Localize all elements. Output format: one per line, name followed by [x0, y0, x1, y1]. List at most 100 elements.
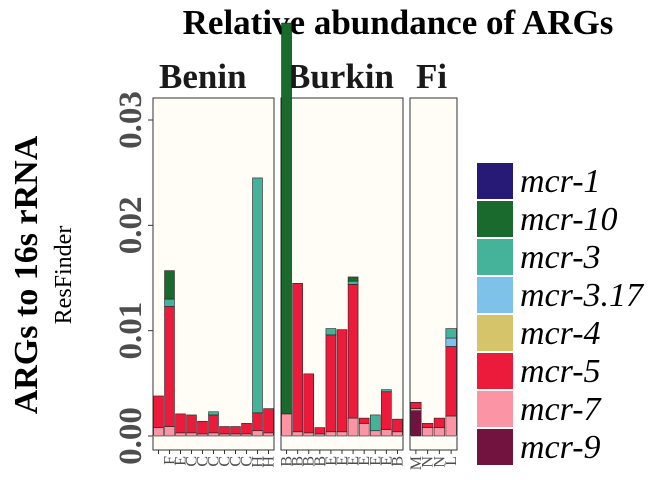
legend-label: mcr-1	[520, 163, 601, 200]
bar-segment-mcr-5	[381, 391, 392, 430]
bar-segment-mcr-3	[347, 280, 359, 285]
plot-area: 0.000.010.020.03BeninFECCCCCCHHBurkinBBB…	[113, 22, 460, 470]
bar	[314, 427, 326, 437]
legend-label: mcr-5	[520, 353, 601, 390]
legend-label: mcr-7	[520, 391, 603, 428]
bar-segment-mcr-5	[358, 417, 370, 424]
bar-segment-mcr-5	[314, 427, 326, 435]
bar	[358, 417, 370, 437]
bar	[369, 414, 381, 437]
bar-segment-mcr-5	[241, 423, 252, 435]
bar-segment-mcr-5	[303, 373, 315, 434]
legend-item-mcr-3.17: mcr-3.17	[477, 277, 645, 314]
x-tick-label: B	[279, 456, 296, 467]
bar-segment-mcr-3	[445, 328, 457, 339]
x-tick-label: H	[250, 456, 267, 468]
x-tick-label: C	[195, 456, 212, 467]
bar-segment-mcr-7	[292, 431, 303, 437]
bar	[433, 417, 445, 437]
bar-segment-mcr-5	[208, 414, 219, 434]
bar-segment-mcr-7	[252, 430, 263, 437]
bar	[303, 373, 315, 437]
bar-segment-mcr-7	[422, 427, 434, 437]
bar-segment-mcr-5	[392, 418, 403, 433]
legend-key	[477, 163, 513, 199]
x-tick-label: M	[408, 456, 425, 470]
bar	[422, 423, 434, 437]
bar-segment-mcr-5	[445, 346, 457, 417]
bar-segment-mcr-5	[252, 412, 263, 432]
legend-item-mcr-7: mcr-7	[477, 391, 603, 428]
bar-segment-mcr-5	[336, 329, 348, 433]
legend-label: mcr-4	[520, 315, 601, 352]
bar-segment-mcr-5	[433, 417, 445, 428]
bar-segment-mcr-5	[292, 282, 303, 433]
legend-key	[477, 277, 513, 313]
bar-segment-mcr-7	[208, 432, 219, 437]
legend-label: mcr-3.17	[520, 277, 645, 314]
bar-segment-mcr-5	[422, 423, 434, 428]
bar-segment-mcr-7	[281, 413, 292, 437]
bar	[175, 413, 186, 437]
bar	[281, 22, 292, 437]
chart-title: Relative abundance of ARGs	[183, 3, 614, 42]
x-tick-label: C	[228, 456, 245, 467]
x-tick-label: E	[367, 456, 384, 466]
legend-key	[477, 391, 513, 427]
bar-segment-mcr-3	[381, 389, 392, 393]
legend-key	[477, 201, 513, 237]
bar-segment-mcr-7	[175, 432, 186, 437]
x-tick-label: E	[378, 456, 395, 466]
legend-item-mcr-9: mcr-9	[477, 429, 601, 466]
bar-segment-mcr-7	[303, 432, 315, 437]
legend-key	[477, 353, 513, 389]
y-tick-label: 0.02	[113, 196, 149, 254]
bar-segment-mcr-5	[263, 408, 274, 434]
bar	[381, 389, 392, 437]
bar	[252, 177, 263, 437]
bar-segment-mcr-7	[392, 431, 403, 437]
bar-segment-mcr-5	[175, 413, 186, 434]
x-tick-label: B	[389, 456, 406, 467]
bar-segment-mcr-10	[164, 270, 175, 300]
bar-segment-mcr-5	[164, 306, 175, 427]
bar-segment-mcr-10	[281, 22, 292, 415]
bar-segment-mcr-10	[347, 276, 359, 282]
legend-key	[477, 239, 513, 275]
facet-label: Fi	[416, 57, 447, 96]
bar-segment-mcr-3	[208, 411, 219, 416]
bar-segment-mcr-5	[186, 414, 197, 434]
bar	[392, 418, 403, 437]
x-tick-label: C	[206, 456, 223, 467]
legend-label: mcr-9	[520, 429, 601, 466]
bar-segment-mcr-7	[186, 432, 197, 437]
bar-segment-mcr-5	[197, 420, 208, 435]
bar-segment-mcr-7	[230, 433, 241, 437]
x-tick-label: E	[345, 456, 362, 466]
x-tick-label: N	[420, 456, 437, 468]
y-tick-label: 0.00	[113, 407, 149, 465]
bar-segment-mcr-5	[347, 284, 359, 419]
bar	[347, 276, 359, 437]
legend-key	[477, 315, 513, 351]
bar-segment-mcr-7	[314, 433, 326, 437]
y-axis-sublabel: ResFinder	[51, 226, 77, 325]
bar	[410, 401, 422, 437]
bar	[263, 408, 274, 437]
facet-label: Burkin	[287, 57, 394, 96]
bar	[445, 328, 457, 437]
bar	[241, 423, 252, 437]
bar	[230, 426, 241, 437]
bar	[164, 270, 175, 437]
bar	[292, 282, 303, 437]
bar-segment-mcr-5	[153, 395, 164, 428]
legend-item-mcr-5: mcr-5	[477, 353, 601, 390]
x-tick-label: N	[431, 456, 448, 468]
bar-segment-mcr-7	[347, 417, 359, 437]
x-tick-label: B	[312, 456, 329, 467]
bar-segment-mcr-7	[241, 433, 252, 437]
bar	[153, 395, 164, 437]
bar-segment-mcr-3.17	[445, 337, 457, 347]
